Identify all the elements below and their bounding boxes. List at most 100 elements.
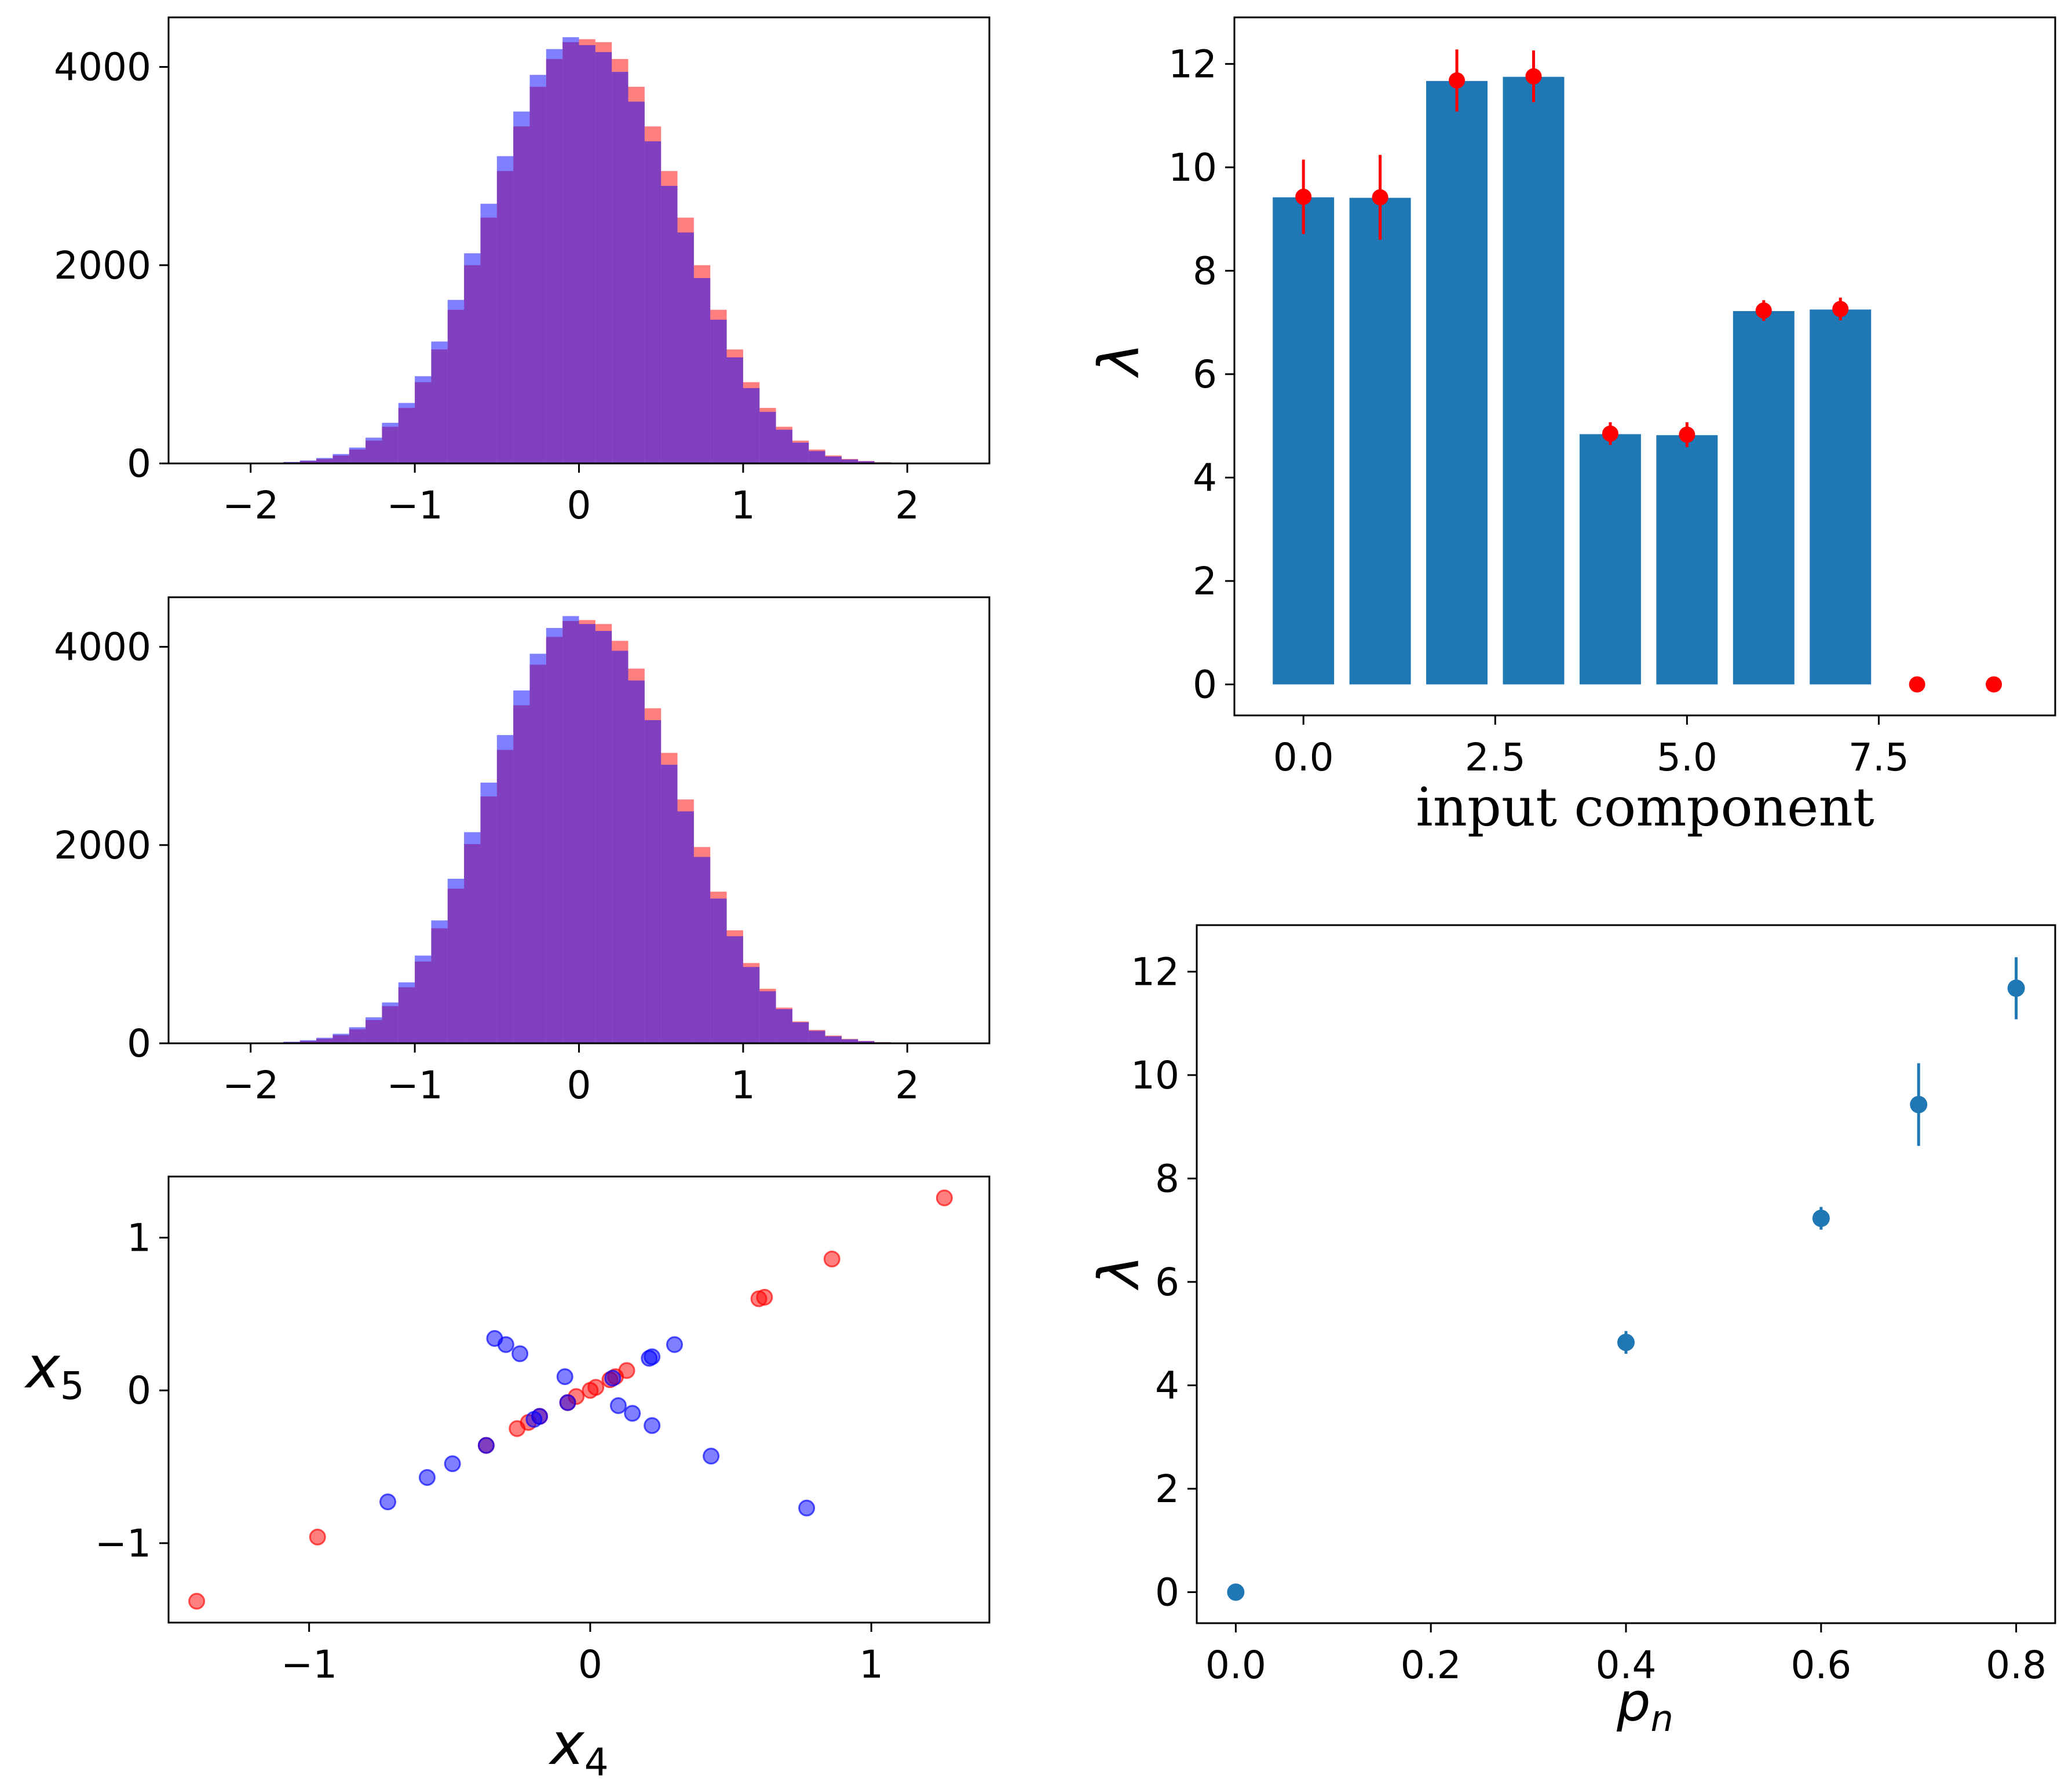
lambda-error-point bbox=[1679, 426, 1695, 443]
bar-ytick-label: 2 bbox=[1193, 559, 1217, 604]
pn-point bbox=[1910, 1095, 1928, 1113]
scatter-ytick-label: −1 bbox=[95, 1521, 151, 1566]
lambda-error-point bbox=[1295, 188, 1312, 205]
hist-mid-ytick-label: 4000 bbox=[54, 625, 151, 670]
lambda-bar bbox=[1810, 309, 1872, 685]
pn-x-axis-label-sub: n bbox=[1651, 1697, 1673, 1740]
scatter-point-red bbox=[188, 1592, 206, 1610]
hist-mid-xtick-label: −1 bbox=[386, 1063, 443, 1108]
pn-xtick-label: 0.2 bbox=[1401, 1643, 1461, 1687]
bar-xtick-label: 0.0 bbox=[1273, 735, 1334, 780]
hist-bar-blue bbox=[513, 690, 530, 1043]
pn-ytick-label: 6 bbox=[1155, 1260, 1179, 1305]
scatter-point-blue bbox=[444, 1455, 461, 1473]
pn-y-axis-label: λ bbox=[1087, 1255, 1152, 1291]
bar-xtick-label: 5.0 bbox=[1657, 735, 1717, 780]
hist-mid-xtick-label: −2 bbox=[222, 1063, 279, 1108]
hist-bar-blue bbox=[710, 319, 727, 463]
hist-bar-blue bbox=[858, 461, 875, 463]
hist-mid-xtick-label: 2 bbox=[895, 1063, 919, 1108]
scatter-point-red bbox=[935, 1189, 953, 1207]
scatter-xtick-label: 1 bbox=[859, 1642, 883, 1687]
scatter-point-blue bbox=[798, 1499, 816, 1517]
pn-point bbox=[2007, 979, 2025, 997]
hist-bar-blue bbox=[332, 1033, 349, 1043]
bar-x-axis-label: input component bbox=[1416, 776, 1874, 838]
hist-mid-ytick-label: 2000 bbox=[54, 823, 151, 868]
hist-bar-blue bbox=[809, 1031, 825, 1043]
lambda-error-point bbox=[1602, 425, 1618, 442]
scatter-x-axis-label-base: x bbox=[548, 1710, 585, 1778]
hist-bar-blue bbox=[299, 1040, 317, 1043]
hist-bar-blue bbox=[792, 1022, 809, 1043]
hist-bar-blue bbox=[366, 1017, 382, 1043]
lambda-bar bbox=[1349, 198, 1411, 685]
lambda-error-point bbox=[1909, 676, 1925, 693]
hist-bar-blue bbox=[841, 1039, 858, 1043]
scatter-point-blue bbox=[556, 1368, 573, 1385]
hist-bar-blue bbox=[693, 857, 711, 1043]
scatter-point-blue bbox=[666, 1336, 683, 1353]
hist-bar-blue bbox=[759, 412, 776, 463]
pn-x-axis-label: pn bbox=[1616, 1671, 1673, 1740]
lambda-error-point bbox=[1372, 189, 1388, 206]
scatter-point-red bbox=[309, 1528, 326, 1546]
hist-bar-blue bbox=[661, 765, 678, 1043]
hist-bar-blue bbox=[529, 653, 546, 1043]
hist-bar-blue bbox=[825, 456, 842, 463]
hist-bar-blue bbox=[431, 920, 448, 1043]
hist-top-xtick-label: −2 bbox=[222, 483, 279, 528]
scatter-x-axis-label-sub: 4 bbox=[584, 1740, 609, 1779]
scatter-point-blue bbox=[644, 1417, 661, 1434]
hist-bar-blue bbox=[759, 991, 776, 1043]
hist-bar-blue bbox=[529, 75, 546, 463]
hist-bar-blue bbox=[398, 403, 415, 463]
scatter-point-blue bbox=[703, 1448, 720, 1465]
hist-bar-blue bbox=[743, 967, 760, 1043]
hist-bar-blue bbox=[595, 631, 612, 1043]
hist-bar-blue bbox=[579, 45, 595, 463]
scatter-x4-x5-panel: −1 0 1 −101 x4 x5 bbox=[24, 1175, 991, 1779]
lambda-error-point bbox=[1832, 301, 1849, 317]
pn-ytick-label: 4 bbox=[1155, 1363, 1179, 1408]
scatter-xtick-label: 0 bbox=[578, 1642, 602, 1687]
hist-bar-blue bbox=[332, 454, 349, 463]
hist-bar-blue bbox=[858, 1041, 875, 1043]
scatter-y-axis-label-base: x bbox=[24, 1334, 61, 1401]
hist-bar-blue bbox=[579, 624, 595, 1043]
hist-bar-blue bbox=[299, 460, 317, 463]
lambda-bar bbox=[1273, 197, 1335, 685]
bar-ytick-label: 8 bbox=[1193, 249, 1217, 293]
hist-bar-blue bbox=[743, 388, 760, 463]
hist-bar-blue bbox=[366, 437, 382, 463]
hist-top-xtick-label: −1 bbox=[386, 483, 443, 528]
scatter-x-axis-label: x4 bbox=[548, 1710, 608, 1779]
lambda-bar bbox=[1733, 310, 1795, 685]
pn-ytick-label: 0 bbox=[1155, 1570, 1179, 1614]
hist-bar-blue bbox=[496, 735, 514, 1043]
scatter-ytick-label: 1 bbox=[127, 1215, 151, 1260]
hist-bar-blue bbox=[661, 185, 678, 463]
hist-top-xtick-label: 2 bbox=[895, 483, 919, 528]
hist-bar-blue bbox=[677, 811, 694, 1043]
pn-point bbox=[1617, 1334, 1635, 1351]
bar-ytick-label: 12 bbox=[1168, 42, 1217, 86]
lambda-bar-chart-panel: 0.0 2.5 5.0 7.5 0 2 4 6 8 10 12 input component λ bbox=[1087, 16, 2056, 838]
lambda-error-point bbox=[1755, 302, 1772, 319]
hist-bar-blue bbox=[677, 232, 694, 463]
hist-bar-blue bbox=[595, 52, 612, 463]
scatter-xtick-label: −1 bbox=[281, 1642, 337, 1687]
hist-bar-blue bbox=[644, 720, 662, 1043]
hist-bar-blue bbox=[628, 680, 645, 1043]
hist-bar-blue bbox=[710, 898, 727, 1043]
pn-ytick-label: 12 bbox=[1131, 949, 1179, 994]
scatter-point-blue bbox=[497, 1336, 514, 1353]
hist-bar-blue bbox=[464, 832, 481, 1043]
hist-bar-blue bbox=[825, 1036, 842, 1043]
scatter-point-red bbox=[823, 1250, 841, 1267]
hist-bar-blue bbox=[628, 101, 645, 463]
pn-xtick-label: 0.0 bbox=[1205, 1643, 1266, 1687]
hist-top-xtick-label: 1 bbox=[731, 483, 755, 528]
hist-bar-blue bbox=[546, 49, 563, 463]
